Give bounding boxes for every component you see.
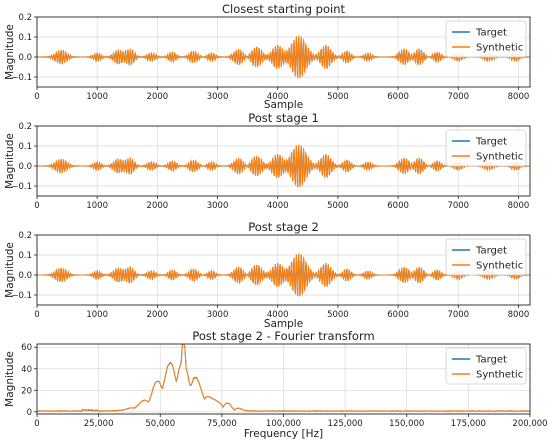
legend-label-target: Target <box>475 246 507 257</box>
x-tick-label: 25,000 <box>84 419 114 429</box>
y-tick-label: 0 <box>27 408 32 418</box>
x-tick-label: 0 <box>34 310 39 320</box>
x-tick-label: 3000 <box>207 310 229 320</box>
y-tick-label: 0.1 <box>18 33 32 43</box>
legend-label-synthetic: Synthetic <box>476 152 523 163</box>
legend-label-synthetic: Synthetic <box>476 370 523 381</box>
x-tick-label: 5000 <box>327 201 349 211</box>
legend: Target Synthetic <box>445 238 527 276</box>
x-tick-label: 0 <box>34 419 39 429</box>
y-tick-label: −0.1 <box>11 291 32 301</box>
y-tick-label: 0.1 <box>18 142 32 152</box>
subplot-4: 0 25,000 50,000 75,000 100,000 125,000 150,000… <box>4 329 548 440</box>
series-line-synthetic <box>37 344 530 412</box>
x-axis-label: Sample <box>264 99 303 111</box>
plot-frame <box>36 125 531 197</box>
subplot-3: 0 1000 2000 3000 4000 5000 6000 7000 8000 −0.1 0.0… <box>4 220 531 330</box>
x-tick-label: 5000 <box>327 310 349 320</box>
chart-title: Post stage 2 - Fourier transform <box>192 329 374 343</box>
plot-frame <box>36 16 531 88</box>
legend-box <box>445 347 527 385</box>
legend-box <box>445 238 527 276</box>
x-tick-label: 0 <box>34 92 39 102</box>
legend-label-target: Target <box>475 28 507 39</box>
x-tick-label: 2000 <box>147 310 169 320</box>
y-tick-label: −0.1 <box>11 182 32 192</box>
x-tick-label: 50,000 <box>145 419 175 429</box>
subplot-1: 0 1000 2000 3000 4000 5000 6000 7000 8000 −0.1 0.0… <box>4 2 531 111</box>
y-tick-label: 0.1 <box>18 251 32 261</box>
y-tick-label: 20 <box>21 386 32 396</box>
x-tick-label: 1000 <box>86 310 108 320</box>
plot-frame <box>36 234 531 306</box>
y-tick-label: 0.0 <box>18 271 32 281</box>
chart-title: Post stage 1 <box>248 111 319 125</box>
x-tick-label: 7000 <box>447 92 469 102</box>
y-tick-label: 0.0 <box>18 162 32 172</box>
y-axis-label: Magnitude <box>4 242 16 298</box>
legend-label-synthetic: Synthetic <box>476 261 523 272</box>
legend: Target Synthetic <box>445 129 527 167</box>
y-tick-label: 40 <box>21 365 32 375</box>
x-tick-label: 3000 <box>207 92 229 102</box>
x-tick-label: 6000 <box>387 201 409 211</box>
x-tick-label: 125,000 <box>328 419 363 429</box>
legend-label-target: Target <box>475 137 507 148</box>
x-tick-label: 1000 <box>86 92 108 102</box>
x-tick-label: 150,000 <box>389 419 424 429</box>
y-tick-label: 0.2 <box>18 231 32 241</box>
y-axis-label: Magnitude <box>4 351 16 407</box>
y-tick-label: −0.1 <box>11 73 32 83</box>
x-tick-label: 6000 <box>387 92 409 102</box>
legend-box <box>445 20 527 58</box>
y-axis-label: Magnitude <box>4 133 16 189</box>
x-tick-label: 2000 <box>147 92 169 102</box>
legend: Target Synthetic <box>445 347 527 385</box>
legend-box <box>445 129 527 167</box>
x-tick-label: 100,000 <box>266 419 301 429</box>
x-tick-label: 6000 <box>387 310 409 320</box>
x-tick-label: 75,000 <box>207 419 237 429</box>
chart-title: Post stage 2 <box>248 220 319 234</box>
x-tick-label: 2000 <box>147 201 169 211</box>
x-tick-label: 1000 <box>86 201 108 211</box>
legend-label-synthetic: Synthetic <box>476 43 523 54</box>
x-tick-label: 4000 <box>267 310 289 320</box>
y-tick-label: 0.0 <box>18 53 32 63</box>
y-tick-label: 60 <box>21 343 32 353</box>
x-tick-label: 7000 <box>447 201 469 211</box>
x-tick-label: 8000 <box>508 92 530 102</box>
x-tick-label: 200,000 <box>512 419 547 429</box>
y-tick-label: 0.2 <box>18 13 32 23</box>
y-axis-label: Magnitude <box>4 24 16 80</box>
subplot-2: 0 1000 2000 3000 4000 5000 6000 7000 8000 −0.1 0.0… <box>4 111 531 211</box>
x-tick-label: 175,000 <box>451 419 486 429</box>
x-axis-label: Frequency [Hz] <box>244 428 323 440</box>
x-axis-label: Sample <box>264 318 303 330</box>
chart-title: Closest starting point <box>222 2 346 16</box>
y-tick-label: 0.2 <box>18 122 32 132</box>
x-tick-label: 4000 <box>267 92 289 102</box>
x-tick-label: 8000 <box>508 310 530 320</box>
legend: Target Synthetic <box>445 20 527 58</box>
x-tick-label: 5000 <box>327 92 349 102</box>
x-tick-label: 0 <box>34 201 39 211</box>
legend-label-target: Target <box>475 355 507 366</box>
x-tick-label: 8000 <box>508 201 530 211</box>
x-tick-label: 7000 <box>447 310 469 320</box>
x-tick-label: 4000 <box>267 201 289 211</box>
x-tick-label: 3000 <box>207 201 229 211</box>
